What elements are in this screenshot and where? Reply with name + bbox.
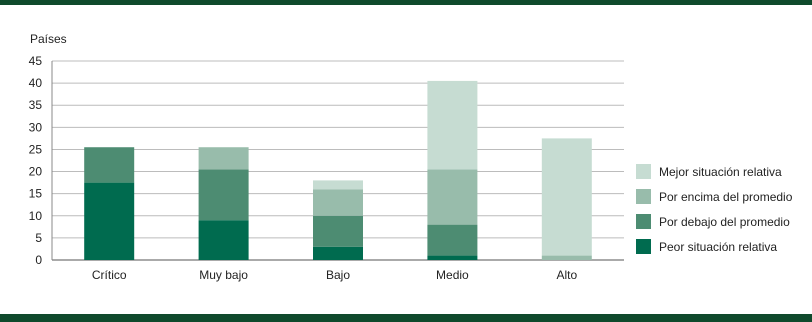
legend-label: Por encima del promedio bbox=[659, 190, 793, 204]
category-label: Muy bajo bbox=[199, 268, 248, 282]
legend: Mejor situación relativa Por encima del p… bbox=[636, 164, 793, 254]
category-label: Crítico bbox=[92, 268, 127, 282]
legend-label: Peor situación relativa bbox=[659, 240, 777, 254]
y-tick-label: 20 bbox=[29, 165, 43, 179]
legend-swatch bbox=[636, 214, 651, 229]
gridlines bbox=[51, 60, 624, 261]
y-tick-label: 40 bbox=[29, 76, 43, 90]
y-tick-labels: 0 5 10 15 20 25 30 35 40 45 bbox=[29, 54, 43, 267]
bar-segment bbox=[198, 147, 249, 170]
bar-segment bbox=[541, 138, 592, 256]
top-band bbox=[0, 0, 812, 5]
y-tick-label: 25 bbox=[29, 142, 43, 156]
bar-segment bbox=[313, 180, 363, 190]
bar-segment bbox=[541, 255, 592, 260]
bar-segment bbox=[427, 224, 478, 256]
bar-segment bbox=[84, 182, 135, 260]
y-tick-label: 10 bbox=[29, 209, 43, 223]
bar-segment bbox=[313, 246, 363, 260]
legend-swatch bbox=[636, 189, 651, 204]
bar-segment bbox=[313, 189, 363, 216]
category-label: Bajo bbox=[326, 268, 350, 282]
category-label: Medio bbox=[436, 268, 469, 282]
bar-segment bbox=[427, 255, 478, 260]
bar-segment bbox=[198, 220, 249, 260]
y-tick-label: 30 bbox=[29, 120, 43, 134]
bottom-band bbox=[0, 314, 812, 322]
bar-segment bbox=[198, 169, 249, 221]
legend-swatch bbox=[636, 164, 651, 179]
bar-segment bbox=[427, 169, 478, 225]
y-tick-label: 5 bbox=[35, 231, 42, 245]
bars bbox=[84, 80, 592, 260]
legend-label: Mejor situación relativa bbox=[659, 165, 782, 179]
bar-segment bbox=[313, 215, 363, 247]
bar-segment bbox=[84, 147, 135, 183]
y-tick-label: 15 bbox=[29, 187, 43, 201]
bar-segment bbox=[427, 80, 478, 170]
y-axis-label: Países bbox=[30, 32, 67, 46]
category-label: Alto bbox=[556, 268, 577, 282]
y-tick-label: 35 bbox=[29, 98, 43, 112]
legend-label: Por debajo del promedio bbox=[659, 215, 790, 229]
y-tick-label: 45 bbox=[29, 54, 43, 68]
category-labels: Crítico Muy bajo Bajo Medio Alto bbox=[92, 268, 578, 282]
legend-swatch bbox=[636, 239, 651, 254]
y-tick-label: 0 bbox=[35, 253, 42, 267]
